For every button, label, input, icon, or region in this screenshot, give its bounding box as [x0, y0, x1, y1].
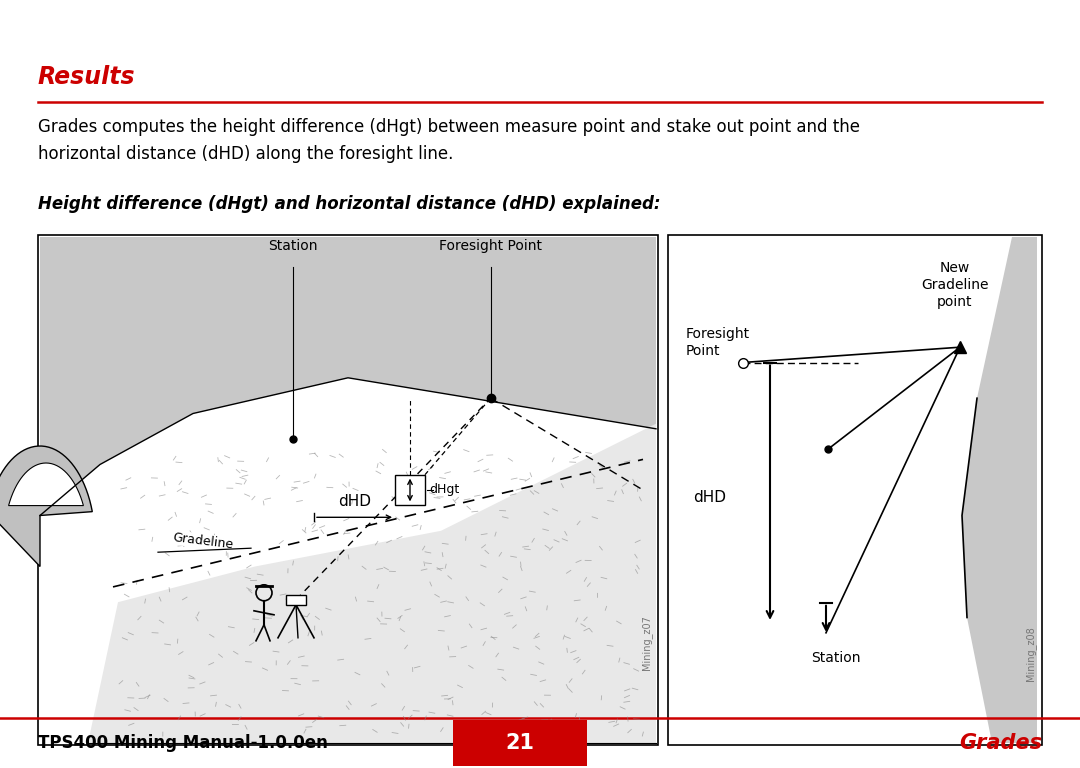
Text: Grades computes the height difference (dHgt) between measure point and stake out: Grades computes the height difference (d… [38, 118, 860, 163]
Text: dHD: dHD [338, 495, 372, 509]
Bar [286, 594, 306, 605]
Text: TPS400 Mining Manual-1.0.0en: TPS400 Mining Manual-1.0.0en [38, 734, 328, 752]
Polygon shape [40, 237, 656, 515]
Text: Station: Station [268, 239, 318, 253]
Text: Grades: Grades [959, 733, 1042, 753]
Text: Mining_z07: Mining_z07 [642, 616, 652, 670]
Text: Height difference (dHgt) and horizontal distance (dHD) explained:: Height difference (dHgt) and horizontal … [38, 195, 661, 213]
Text: New
Gradeline
point: New Gradeline point [921, 260, 989, 309]
Text: dHgt: dHgt [429, 484, 459, 496]
Bar [453, 720, 588, 766]
Text: Foresight
Point: Foresight Point [686, 327, 751, 358]
Bar [669, 235, 1042, 745]
Polygon shape [962, 237, 1037, 743]
Text: Gradeline: Gradeline [172, 531, 234, 551]
Text: Station: Station [811, 650, 861, 665]
Text: 21: 21 [505, 733, 535, 753]
Polygon shape [87, 424, 656, 743]
Text: Foresight Point: Foresight Point [440, 239, 542, 253]
Polygon shape [0, 446, 92, 567]
Text: Results: Results [38, 65, 136, 89]
Polygon shape [9, 463, 83, 505]
Text: dHD: dHD [693, 490, 726, 505]
Bar [38, 235, 658, 745]
Text: Mining_z08: Mining_z08 [1025, 626, 1036, 680]
Bar [395, 475, 426, 505]
